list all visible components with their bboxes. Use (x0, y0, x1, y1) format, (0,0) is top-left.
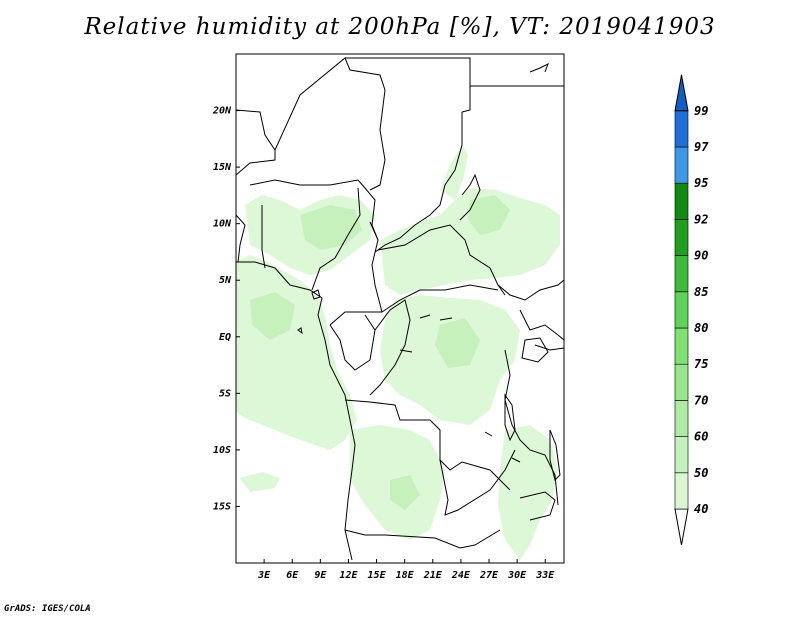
colorbar-label: 75 (694, 357, 708, 371)
colorbar-label: 60 (694, 430, 708, 444)
border-sahel-east (459, 173, 481, 221)
border-zambia (439, 449, 516, 516)
map-title: Relative humidity at 200hPa [%], VT: 201… (84, 14, 716, 40)
colorbar-label: 92 (694, 212, 708, 226)
colorbar-label: 50 (694, 466, 708, 480)
humidity-core-3 (250, 292, 295, 340)
border-island-bioko (311, 289, 321, 300)
humidity-core-4 (435, 318, 480, 368)
humidity-region-southeast (498, 425, 558, 560)
y-tick-label: 20N (212, 106, 232, 117)
country-borders (236, 57, 564, 561)
y-tick-label: EQ (219, 332, 231, 343)
colorbar-segment (674, 255, 689, 293)
colorbar-low-arrow (674, 508, 689, 546)
colorbar-segment (674, 182, 689, 220)
border-sudan (374, 112, 463, 253)
border-kenya (534, 344, 564, 351)
humidity-core-5 (390, 475, 420, 510)
border-ssudan (497, 279, 564, 301)
x-tick-label: 9E (314, 570, 327, 581)
border-niger (249, 179, 379, 241)
humidity-region-sahel-e (380, 188, 560, 295)
humidity-region-west (236, 255, 357, 450)
x-tick-label: 21E (423, 570, 443, 581)
border-lake-tanganyika (504, 393, 516, 442)
x-tick-labels: 3E 6E 9E 12E 15E 18E 21E 24E 27E 30E 33E (257, 570, 555, 581)
border-uganda (519, 309, 564, 341)
colorbar-label: 99 (694, 104, 708, 118)
border-river-1 (399, 314, 521, 463)
border-north-a (236, 109, 276, 176)
x-tick-label: 3E (257, 570, 271, 581)
y-tick-label: 5S (219, 388, 231, 399)
humidity-region-southwest (240, 472, 280, 492)
colorbar-label: 90 (694, 249, 708, 263)
border-drc-angola (344, 399, 511, 491)
axis-ticks (236, 110, 546, 563)
border-north-c (345, 57, 471, 113)
humidity-field-darker (250, 195, 510, 510)
x-tick-label: 12E (339, 570, 358, 581)
colorbar-segment (674, 363, 689, 401)
colorbar-segment (674, 400, 689, 437)
humidity-region-north (440, 145, 468, 200)
border-gulf (236, 214, 246, 263)
x-tick-label: 30E (507, 570, 527, 581)
humidity-core-2 (468, 195, 510, 235)
x-tick-label: 27E (479, 570, 499, 581)
y-tick-label: 10S (213, 445, 231, 456)
border-island-saotome (297, 327, 303, 335)
y-tick-labels: 20N 15N 10N 5N EQ 5S 10S 15S (212, 106, 232, 513)
colorbar-segment (674, 436, 689, 474)
colorbar (674, 74, 689, 546)
border-southeast (519, 491, 556, 521)
colorbar-label: 40 (694, 502, 708, 516)
border-lake-victoria (521, 337, 549, 363)
colorbar-labels: 40 50 60 70 75 80 85 90 92 95 97 99 (694, 104, 709, 516)
border-north-b (274, 57, 386, 191)
y-tick-label: 5N (219, 275, 232, 286)
colorbar-label: 70 (694, 393, 708, 407)
border-coast-west (236, 261, 356, 561)
humidity-core-1 (300, 205, 362, 250)
border-lake-malawi (549, 429, 561, 481)
x-tick-label: 24E (451, 570, 471, 581)
colorbar-segment (674, 327, 689, 365)
colorbar-segment (674, 110, 689, 148)
colorbar-label: 97 (694, 140, 709, 154)
border-car-south (381, 284, 499, 313)
x-tick-label: 18E (396, 570, 415, 581)
border-cameroon (329, 221, 383, 326)
map-frame (235, 53, 565, 564)
border-car (377, 224, 506, 296)
y-tick-label: 15N (213, 162, 232, 173)
y-tick-label: 10N (213, 219, 232, 230)
x-tick-label: 15E (368, 570, 387, 581)
border-angola-namibia (344, 529, 501, 549)
border-nigeria (261, 187, 361, 291)
colorbar-label: 80 (694, 321, 708, 335)
y-tick-label: 15S (213, 501, 231, 512)
colorbar-high-arrow (674, 74, 689, 112)
colorbar-segment (674, 219, 689, 256)
x-tick-label: 6E (286, 570, 299, 581)
border-gabon (329, 314, 376, 371)
border-congo (369, 299, 411, 396)
x-tick-label: 33E (535, 570, 555, 581)
colorbar-segment (674, 472, 689, 510)
colorbar-label: 85 (694, 285, 708, 299)
grads-credit: GrADS: IGES/COLA (4, 604, 91, 614)
colorbar-segment (674, 146, 689, 184)
colorbar-segment (674, 291, 689, 329)
colorbar-label: 95 (694, 176, 708, 190)
border-coast-northeast (529, 62, 549, 73)
